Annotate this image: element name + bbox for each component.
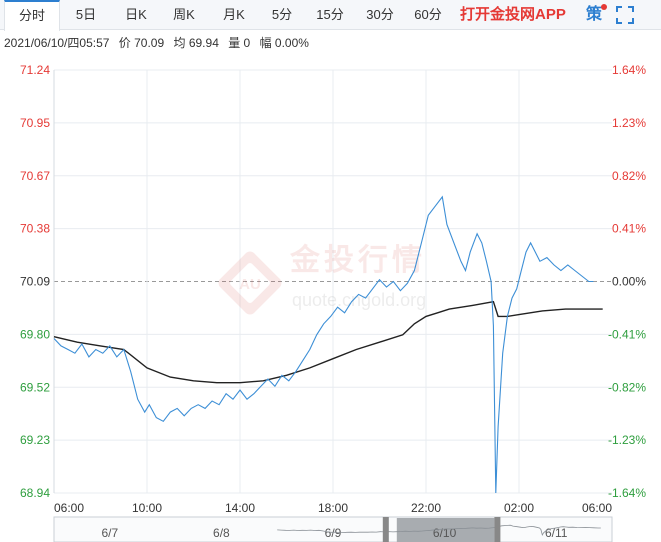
tab-60min[interactable]: 60分 bbox=[414, 7, 442, 22]
percent-tick-label: 0.41% bbox=[612, 222, 646, 236]
price-tick-label: 69.23 bbox=[20, 433, 50, 447]
tab-weekly-k[interactable]: 周K bbox=[173, 7, 195, 22]
watermark: AU 金投行情 quote.cngold.org bbox=[218, 243, 426, 315]
period-tab-bar: 分时 5日 日K 周K 月K 5分 15分 30分 60分 打开金投网APP 策 bbox=[0, 0, 661, 31]
chart-grid bbox=[53, 69, 612, 494]
time-tick-label: 18:00 bbox=[318, 501, 348, 515]
price-tick-label: 70.67 bbox=[20, 169, 50, 183]
time-tick-label: 06:00 bbox=[54, 501, 84, 515]
tab-5day[interactable]: 5日 bbox=[75, 7, 97, 22]
price-tick-label: 70.95 bbox=[20, 116, 50, 130]
percent-tick-label: 0.00% bbox=[612, 275, 646, 289]
time-axis: 06:00 10:00 14:00 18:00 22:00 02:00 06:00 bbox=[54, 501, 612, 515]
percent-tick-label: -1.64% bbox=[608, 486, 646, 500]
navigator-handle-left bbox=[382, 517, 389, 542]
navigator-day-label: 6/9 bbox=[325, 526, 342, 540]
time-navigator: 6/7 6/8 6/9 6/10 6/11 bbox=[53, 516, 613, 542]
time-tick-label: 10:00 bbox=[132, 501, 162, 515]
price-line bbox=[53, 195, 594, 494]
price-tick-label: 71.24 bbox=[20, 63, 50, 77]
quote-volume: 量 0 bbox=[228, 36, 251, 50]
percent-tick-label: 1.64% bbox=[612, 63, 646, 77]
navigator-day-label: 6/11 bbox=[545, 526, 568, 540]
price-tick-label: 69.80 bbox=[20, 327, 50, 341]
navigator-handle-right bbox=[494, 517, 501, 542]
quote-price: 价 70.09 bbox=[118, 36, 165, 50]
percent-tick-label: 0.82% bbox=[612, 169, 646, 183]
price-tick-label: 70.09 bbox=[20, 275, 50, 289]
percent-tick-label: 1.23% bbox=[612, 116, 646, 130]
percent-axis: 1.64% 1.23% 0.82% 0.41% 0.00% -0.41% -0.82% -1.… bbox=[608, 63, 646, 500]
navigator-selection bbox=[396, 518, 495, 542]
percent-tick-label: -0.82% bbox=[608, 380, 646, 394]
watermark-logo bbox=[218, 251, 282, 315]
fullscreen-icon[interactable] bbox=[616, 6, 634, 24]
strategy-button[interactable]: 策 bbox=[586, 6, 603, 23]
quote-change: 幅 0.00% bbox=[259, 36, 309, 50]
price-tick-label: 69.52 bbox=[20, 380, 50, 394]
price-axis: 71.24 70.95 70.67 70.38 70.09 69.80 69.52 69.23… bbox=[20, 63, 50, 500]
watermark-logo-text: AU bbox=[239, 276, 261, 293]
time-tick-label: 02:00 bbox=[504, 501, 534, 515]
tab-15min[interactable]: 15分 bbox=[316, 7, 344, 22]
average-price-line bbox=[53, 300, 603, 384]
quote-info-bar: 2021/06/10/四05:57 价 70.09 均 69.94 量 0 幅 … bbox=[4, 34, 315, 51]
watermark-domain: quote.cngold.org bbox=[292, 290, 426, 310]
navigator-frame bbox=[53, 516, 613, 542]
notification-dot bbox=[601, 4, 607, 10]
tab-monthly-k[interactable]: 月K bbox=[223, 7, 245, 22]
tab-30min[interactable]: 30分 bbox=[366, 7, 394, 22]
tab-5min[interactable]: 5分 bbox=[271, 7, 293, 22]
tab-intraday[interactable]: 分时 bbox=[4, 0, 60, 31]
time-tick-label: 06:00 bbox=[582, 501, 612, 515]
navigator-day-label: 6/7 bbox=[101, 526, 118, 540]
watermark-brand: 金投行情 bbox=[289, 243, 426, 277]
percent-tick-label: -0.41% bbox=[608, 327, 646, 341]
quote-datetime: 2021/06/10/四05:57 bbox=[4, 36, 110, 50]
price-tick-label: 68.94 bbox=[20, 486, 50, 500]
percent-tick-label: -1.23% bbox=[608, 433, 646, 447]
price-tick-label: 70.38 bbox=[20, 222, 50, 236]
navigator-trace bbox=[277, 524, 601, 537]
tab-daily-k[interactable]: 日K bbox=[125, 7, 147, 22]
open-app-link[interactable]: 打开金投网APP bbox=[460, 6, 566, 23]
time-tick-label: 22:00 bbox=[411, 501, 441, 515]
time-tick-label: 14:00 bbox=[225, 501, 255, 515]
quote-average: 均 69.94 bbox=[173, 36, 219, 50]
navigator-day-label: 6/10 bbox=[433, 526, 457, 540]
navigator-day-label: 6/8 bbox=[213, 526, 230, 540]
